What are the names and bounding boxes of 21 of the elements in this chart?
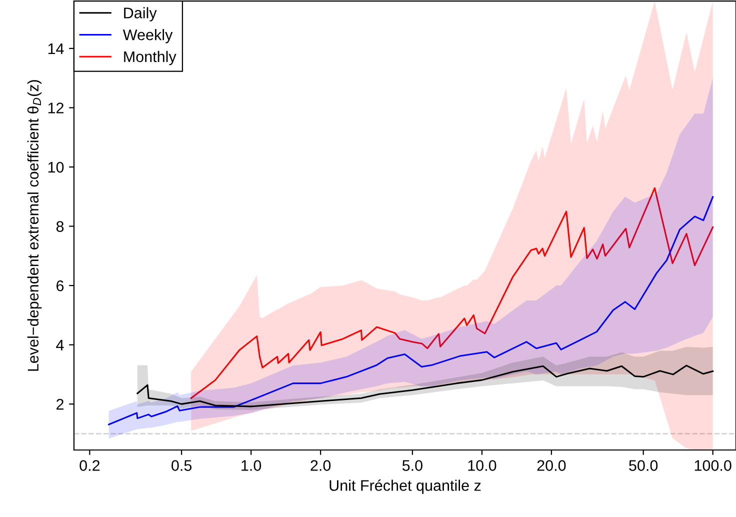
y-tick-label: 14 bbox=[48, 43, 64, 54]
x-tick-label: 5.0 bbox=[402, 460, 422, 471]
x-tick-label: 2.0 bbox=[310, 460, 331, 471]
x-axis-title: Unit Fréchet quantile z bbox=[330, 480, 481, 494]
x-tick-label: 1.0 bbox=[242, 460, 262, 471]
x-tick-label: 100.0 bbox=[694, 460, 732, 471]
legend-label: Daily bbox=[124, 7, 157, 22]
y-tick-label: 10 bbox=[48, 162, 64, 173]
y-tick-label: 2 bbox=[56, 398, 64, 410]
x-tick-label: 20.0 bbox=[537, 460, 566, 471]
x-tick-label: 10.0 bbox=[468, 460, 496, 471]
x-tick-label: 50.0 bbox=[629, 460, 658, 471]
x-tick-label: 0.2 bbox=[80, 460, 100, 471]
y-tick-label: 12 bbox=[48, 102, 64, 114]
y-axis-title: Level−dependent extremal coefficient θ$_{D}$(z) bbox=[27, 80, 42, 371]
legend-label: Monthly bbox=[124, 50, 176, 66]
y-tick-label: 8 bbox=[56, 221, 64, 232]
y-tick-label: 6 bbox=[56, 280, 64, 292]
legend-label: Weekly bbox=[122, 29, 173, 44]
y-tick-label: 4 bbox=[56, 340, 64, 350]
x-tick-label: 0.5 bbox=[172, 460, 192, 471]
